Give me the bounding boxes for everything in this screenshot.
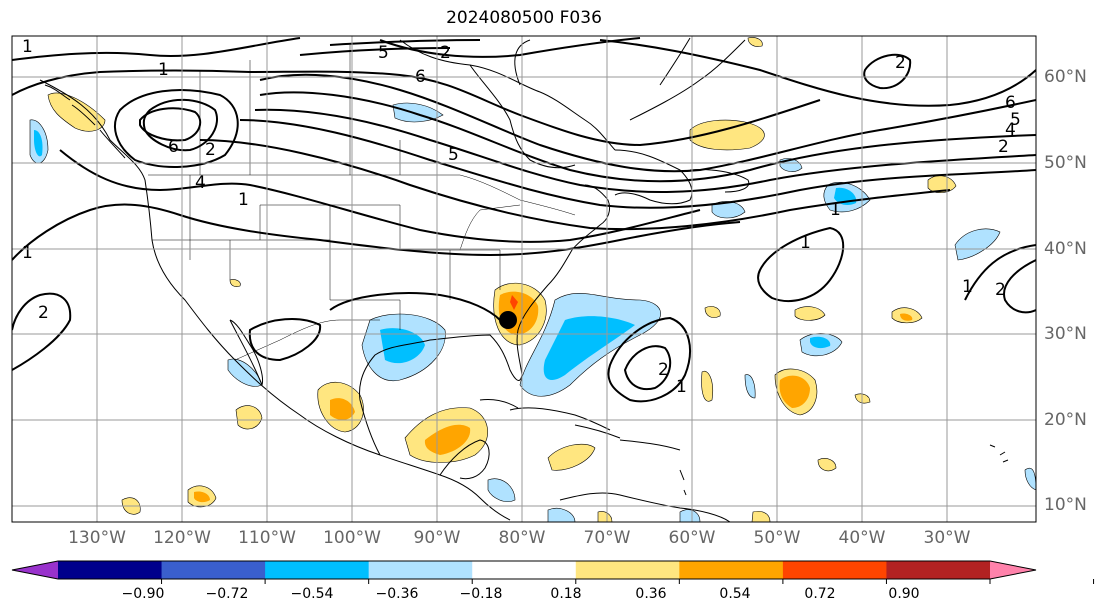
colorbar <box>11 560 1095 584</box>
contour-label: 1 <box>962 277 973 297</box>
contour-label: 1 <box>238 190 249 210</box>
contour-labels: 1 1 2 5 6 6 5 4 1 2 2 1 1 1 2 6 5 4 2 1 … <box>22 37 1021 397</box>
contour-label: 5 <box>448 145 459 165</box>
contour-label: 1 <box>830 200 841 220</box>
lat-label: 20°N <box>1044 410 1087 430</box>
contour-label: 4 <box>195 173 206 193</box>
lon-label: 30°W <box>923 528 971 548</box>
contour-label: 4 <box>1005 120 1016 140</box>
lon-label: 50°W <box>753 528 801 548</box>
contour-label: 2 <box>895 53 906 73</box>
colorbar-extend-min <box>12 561 58 579</box>
contour-label: 2 <box>440 43 451 63</box>
contour-label: 6 <box>168 137 179 157</box>
map-frame <box>11 35 1037 523</box>
contour-label: 1 <box>22 37 33 57</box>
colorbar-cell <box>575 561 680 579</box>
colorbar-tick-label: −0.90 <box>121 586 165 602</box>
lon-label: 80°W <box>498 528 546 548</box>
colorbar-cell <box>679 561 784 579</box>
storm-center-marker <box>499 311 517 329</box>
lon-label: 40°W <box>838 528 886 548</box>
colorbar-tick-label: −0.54 <box>290 586 334 602</box>
lon-label: 110°W <box>238 528 296 548</box>
contour-label: 1 <box>800 233 811 253</box>
colorbar-outline <box>11 560 1037 580</box>
contour-label: 2 <box>995 280 1006 300</box>
contour-label: 2 <box>205 140 216 160</box>
contour-label: 1 <box>676 377 687 397</box>
lon-label: 90°W <box>413 528 461 548</box>
contour-label: 2 <box>998 137 1009 157</box>
colorbar-tick-label: 0.54 <box>719 586 751 602</box>
contour-label: 5 <box>378 43 389 63</box>
colorbar-cell <box>161 561 266 579</box>
colorbar-extend-max <box>990 561 1036 579</box>
lon-label: 100°W <box>323 528 381 548</box>
contour-label: 2 <box>658 360 669 380</box>
contour-label: 2 <box>38 303 49 323</box>
lon-label: 60°W <box>668 528 716 548</box>
lon-label: 130°W <box>68 528 126 548</box>
contour-label: 1 <box>22 243 33 263</box>
lat-label: 40°N <box>1044 239 1087 259</box>
lat-label: 50°N <box>1044 153 1087 173</box>
colorbar-cell <box>368 561 473 579</box>
lon-label: 70°W <box>583 528 631 548</box>
colorbar-tick-label: 0.36 <box>635 586 667 602</box>
colorbar-cell <box>265 561 370 579</box>
colorbar-tick-label: 0.18 <box>550 586 582 602</box>
colorbar-cell <box>472 561 577 579</box>
colorbar-tick-label: −0.36 <box>375 586 419 602</box>
lat-label: 10°N <box>1044 495 1087 515</box>
map-title: 2024080500 F036 <box>446 8 602 28</box>
colorbar-cell <box>782 561 887 579</box>
colorbar-cell <box>58 561 163 579</box>
contour-label: 6 <box>1005 93 1016 113</box>
lat-label: 30°N <box>1044 324 1087 344</box>
colorbar-tick-label: −0.18 <box>459 586 503 602</box>
colorbar-tick-label: 0.90 <box>888 586 920 602</box>
lat-label: 60°N <box>1044 67 1087 87</box>
colorbar-tick-label: −0.72 <box>205 586 249 602</box>
lon-label: 120°W <box>153 528 211 548</box>
colorbar-tick-label: 0.72 <box>804 586 836 602</box>
contour-label: 5 <box>1010 110 1021 130</box>
contour-label: 1 <box>158 60 169 80</box>
gridlines <box>12 36 1036 522</box>
contour-lines <box>12 37 1036 403</box>
colorbar-cell <box>886 561 991 579</box>
